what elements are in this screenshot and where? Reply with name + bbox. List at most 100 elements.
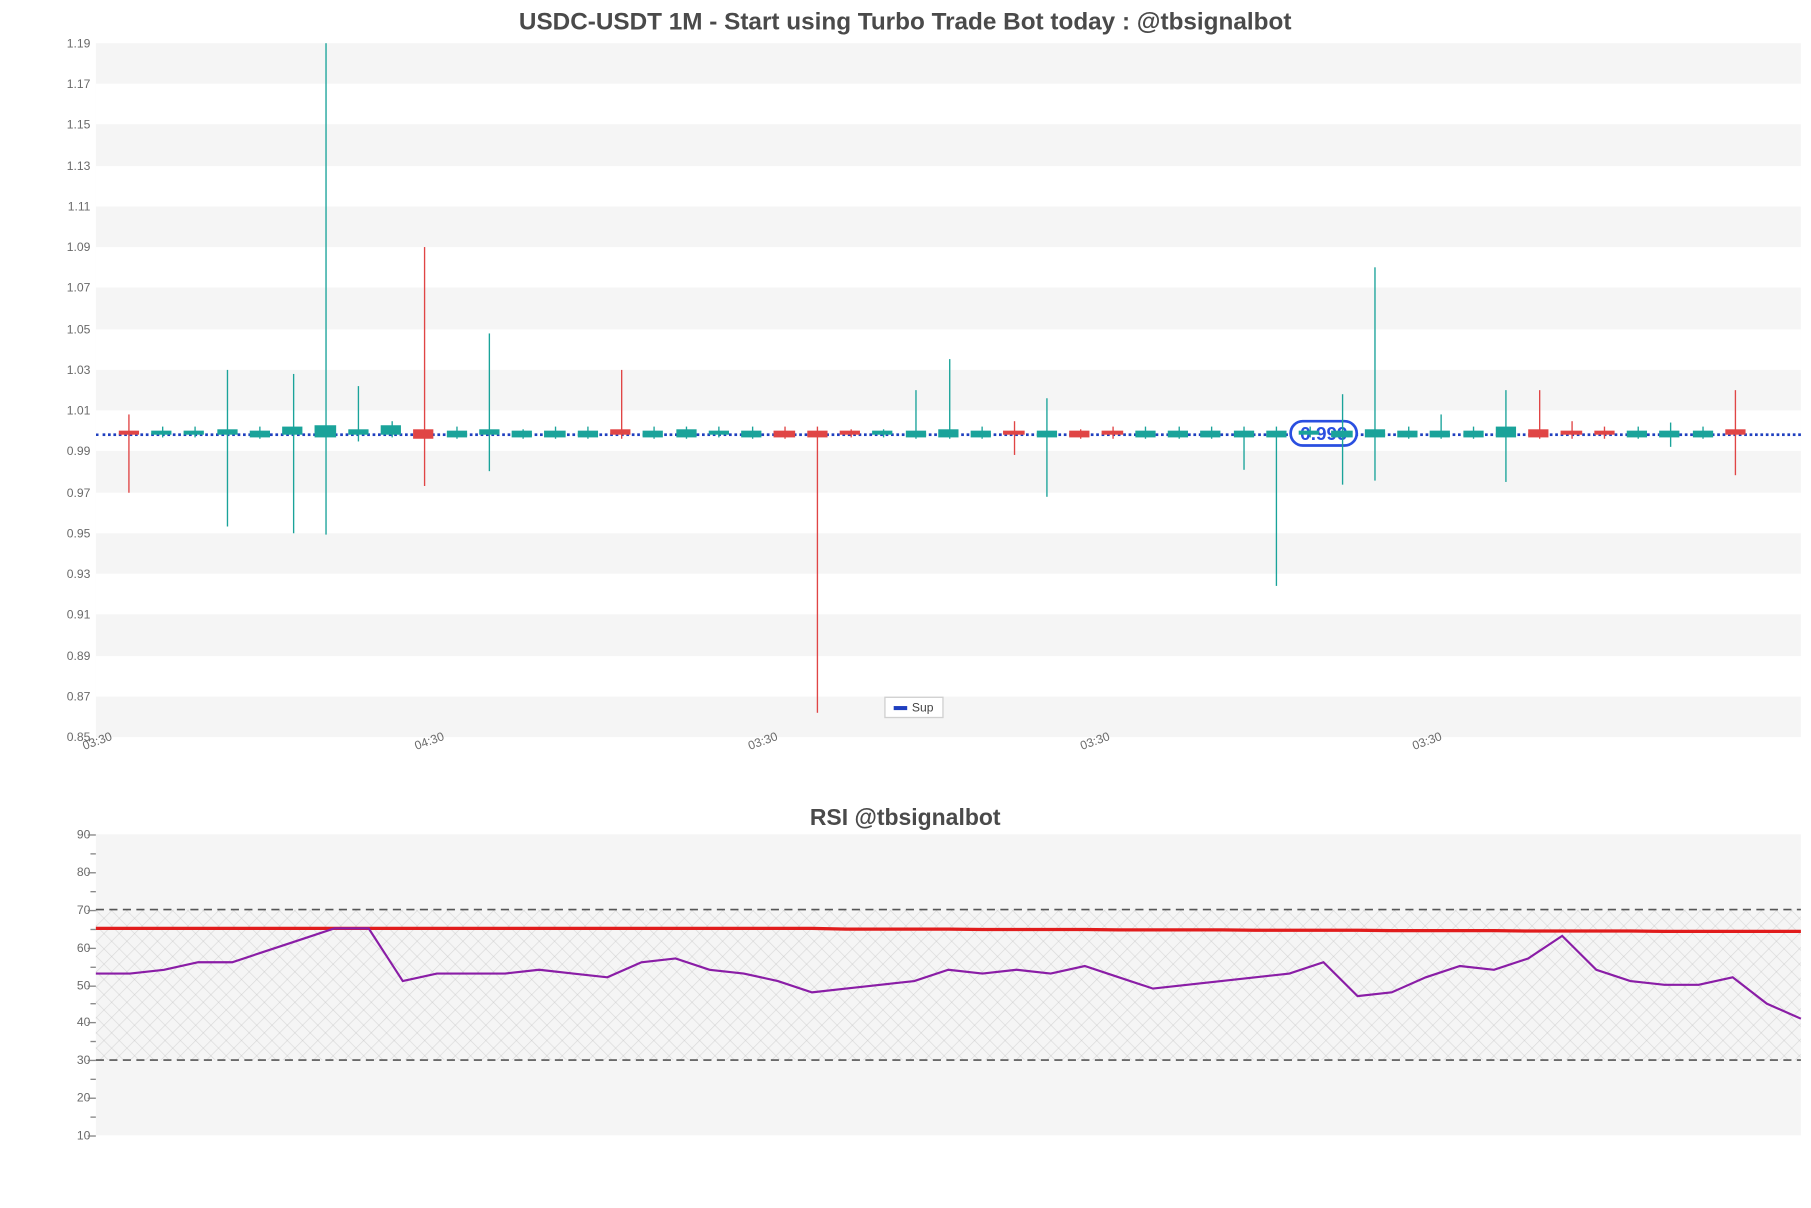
rsi-major-tick	[88, 834, 96, 835]
candle-body	[840, 431, 860, 435]
candle-body	[512, 431, 532, 437]
main-ytick-label: 1.11	[68, 200, 96, 214]
candle-body	[676, 429, 696, 437]
main-ytick-label: 0.89	[67, 649, 96, 663]
candle-body	[1397, 431, 1417, 437]
rsi-major-tick	[88, 1060, 96, 1061]
candle-body	[1102, 431, 1122, 435]
candle-body	[282, 427, 302, 435]
candle-wick	[1375, 268, 1376, 480]
rsi-major-tick	[88, 1022, 96, 1023]
candle-body	[873, 431, 893, 435]
main-xtick-label: 03:30	[746, 729, 779, 752]
candle-body	[1594, 431, 1614, 435]
candle-body	[545, 431, 565, 437]
candle-wick	[1342, 394, 1343, 484]
main-ytick-label: 0.99	[67, 445, 96, 459]
main-ytick-label: 0.91	[67, 608, 96, 622]
candle-wick	[1571, 421, 1572, 439]
main-chart-plot: Sup 0.850.870.890.910.930.950.970.991.01…	[96, 43, 1801, 737]
candle-wick	[1276, 427, 1277, 586]
candle-body	[741, 431, 761, 437]
candle-body	[1430, 431, 1450, 437]
support-legend: Sup	[884, 697, 943, 719]
candle-wick	[489, 333, 490, 472]
legend-label: Sup	[912, 701, 934, 715]
candle-body	[217, 429, 237, 435]
candle-body	[1168, 431, 1188, 437]
main-ytick-label: 1.07	[67, 281, 96, 295]
candle-body	[1135, 431, 1155, 437]
main-ytick-label: 1.01	[67, 404, 96, 418]
main-ytick-label: 0.87	[67, 690, 96, 704]
candle-wick	[1014, 421, 1015, 456]
rsi-major-tick	[88, 947, 96, 948]
rsi-major-tick	[88, 872, 96, 873]
rsi-minor-tick	[90, 891, 95, 892]
rsi-overlay	[96, 834, 1801, 1135]
main-xtick-label: 04:30	[413, 729, 446, 752]
main-grid-band	[96, 166, 1801, 207]
main-ytick-label: 1.13	[67, 159, 96, 173]
candle-body	[1627, 431, 1647, 437]
legend-swatch-icon	[893, 706, 907, 710]
main-ytick-label: 0.93	[67, 567, 96, 581]
rsi-minor-tick	[90, 853, 95, 854]
candle-body	[151, 431, 171, 435]
candle-body	[250, 431, 270, 437]
candle-body	[643, 431, 663, 437]
rsi-minor-tick	[90, 928, 95, 929]
candle-body	[414, 429, 434, 439]
candle-wick	[1047, 398, 1048, 496]
main-xtick-label: 03:30	[1411, 729, 1444, 752]
rsi-chart-title: RSI @tbsignalbot	[0, 805, 1810, 832]
main-grid-band	[96, 492, 1801, 533]
candle-body	[1463, 431, 1483, 437]
candle-body	[479, 429, 499, 435]
candle-wick	[325, 43, 326, 535]
candle-body	[774, 431, 794, 437]
rsi-major-tick	[88, 1098, 96, 1099]
candle-body	[1561, 431, 1581, 435]
candle-body	[1200, 431, 1220, 437]
candle-body	[577, 431, 597, 437]
rsi-major-tick	[88, 985, 96, 986]
main-chart-title: USDC-USDT 1M - Start using Turbo Trade B…	[0, 8, 1810, 36]
candle-wick	[129, 415, 130, 493]
candle-body	[315, 425, 335, 437]
candle-wick	[817, 427, 818, 713]
candle-body	[1004, 431, 1024, 435]
candle-wick	[293, 374, 294, 533]
candle-body	[1692, 431, 1712, 437]
candle-body	[1496, 427, 1516, 437]
candle-wick	[948, 360, 949, 440]
main-xtick-label: 03:30	[1078, 729, 1111, 752]
main-ytick-label: 0.97	[67, 485, 96, 499]
candle-body	[1266, 431, 1286, 437]
candle-body	[1364, 429, 1384, 437]
main-ytick-label: 1.15	[67, 118, 96, 131]
main-ytick-label: 0.95	[67, 526, 96, 540]
candle-body	[905, 431, 925, 437]
rsi-minor-tick	[90, 1004, 95, 1005]
candle-body	[709, 431, 729, 435]
rsi-minor-tick	[90, 1079, 95, 1080]
candle-wick	[227, 370, 228, 527]
rsi-minor-tick	[90, 1041, 95, 1042]
rsi-chart-plot: 102030405060708090	[96, 834, 1801, 1135]
main-grid-band	[96, 655, 1801, 696]
main-ytick-label: 1.19	[67, 36, 96, 50]
rsi-minor-tick	[90, 1117, 95, 1118]
candle-body	[1660, 431, 1680, 437]
candle-body	[1299, 431, 1319, 435]
candle-body	[1069, 431, 1089, 437]
rsi-minor-tick	[90, 966, 95, 967]
main-grid-band	[96, 247, 1801, 288]
candle-body	[971, 431, 991, 437]
rsi-major-tick	[88, 910, 96, 911]
candle-body	[610, 429, 630, 435]
candle-body	[381, 425, 401, 435]
main-ytick-label: 1.03	[67, 363, 96, 377]
main-ytick-label: 1.05	[67, 322, 96, 336]
candle-body	[1725, 429, 1745, 435]
